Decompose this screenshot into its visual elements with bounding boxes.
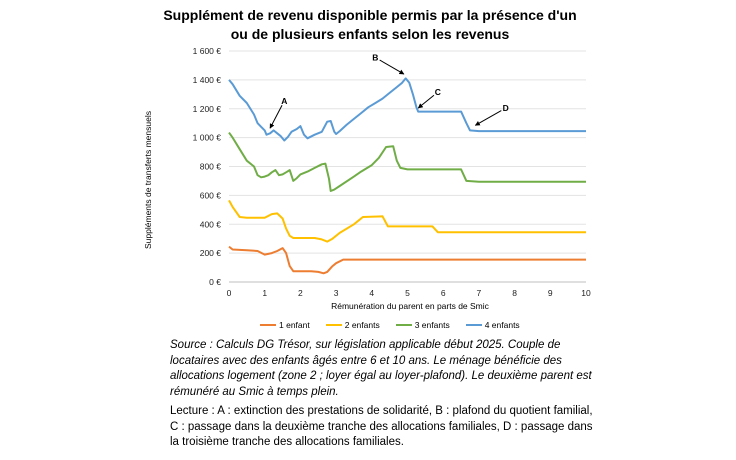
x-tick-label: 1 [262,288,267,298]
x-tick-label: 6 [441,288,446,298]
x-tick-label: 10 [581,288,591,298]
series-line-2-enfants [228,199,586,243]
x-tick-label: 5 [405,288,410,298]
legend-item: 1 enfant [260,320,310,330]
annotation-arrow [474,110,502,126]
annotation-label: B [372,52,378,62]
x-tick-label: 9 [548,288,553,298]
legend-swatch [395,324,412,326]
legend-label: 4 enfants [484,320,520,330]
annotation-arrow [417,94,435,109]
y-tick-label: 800 € [200,162,222,172]
annotations: A B C D [269,52,509,129]
y-tick-label: 400 € [200,219,222,229]
x-axis-label: Rémunération du parent en parts de Smic [331,301,489,311]
chart-title-line1: Supplément de revenu disponible permis p… [163,7,577,23]
legend-label: 2 enfants [344,320,380,330]
y-tick-label: 1 400 € [193,75,222,85]
legend-label: 1 enfant [279,320,310,330]
y-tick-label: 1 200 € [193,104,222,114]
legend-swatch [325,324,342,326]
chart-title-line2: ou de plusieurs enfants selon les revenu… [230,26,510,42]
y-tick-label: 1 600 € [193,46,222,56]
legend-item: 4 enfants [465,320,520,330]
y-tick-label: 1 000 € [193,133,222,143]
annotation-arrow [379,59,405,75]
x-tick-label: 4 [369,288,374,298]
legend-item: 3 enfants [395,320,450,330]
x-tick-label: 7 [477,288,482,298]
y-tick-label: 600 € [200,190,222,200]
legend-label: 3 enfants [414,320,450,330]
y-tick-labels: 0 € 200 € 400 € 600 € 800 € 1 000 € 1 200 € 1 4… [193,46,222,287]
legend: 1 enfant 2 enfants 3 enfants 4 enfants [260,320,520,330]
annotation-label: A [281,96,287,106]
chart-title: Supplément de revenu disponible permis p… [120,6,620,44]
source-note: Source : Calculs DG Trésor, sur législat… [170,339,592,398]
annotation-arrow [269,105,283,129]
line-chart: 0 € 200 € 400 € 600 € 800 € 1 000 € 1 200 € 1 4… [193,46,591,298]
x-tick-label: 3 [334,288,339,298]
y-tick-label: 200 € [200,248,222,258]
legend-swatch [260,324,276,326]
x-tick-label: 2 [298,288,303,298]
x-tick-labels: 0 1 2 3 4 5 6 7 8 9 10 [227,288,591,298]
x-tick-label: 8 [512,288,517,298]
y-tick-label: 0 € [209,277,221,287]
legend-item: 2 enfants [325,320,380,330]
lecture-note: Lecture : A : extinction des prestations… [170,405,593,448]
annotation-label: D [503,103,509,113]
series-line-4-enfants [228,77,586,142]
annotation-label: C [435,87,441,97]
x-tick-label: 0 [227,288,232,298]
series-line-1-enfant [228,245,586,275]
series-line-3-enfants [228,132,586,192]
series-lines [228,77,586,275]
legend-swatch [465,324,482,326]
